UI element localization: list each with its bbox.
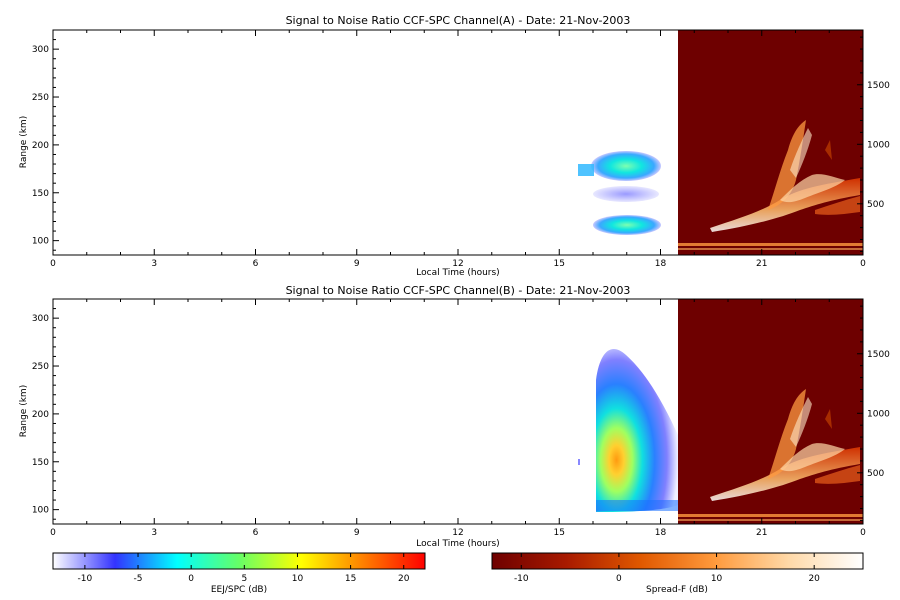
colorbar-eej-tick-label: 10 [292, 574, 304, 584]
panel-a-spread-f-plume [710, 120, 860, 232]
panel-a-ytick-label: 250 [32, 93, 49, 103]
panel-b-y2tick-label: 500 [867, 469, 884, 479]
panel-a-xtick-label: 18 [655, 259, 667, 269]
panel-b-ylabel: Range (km) [19, 385, 29, 437]
panel-a-ytick-label: 150 [32, 189, 49, 199]
colorbar-spread-f-tick-label: 10 [711, 574, 723, 584]
panel-a-xtick-label: 21 [756, 259, 767, 269]
panel-a-echo-middle [593, 186, 659, 202]
panel-a-echo-upper [591, 151, 661, 181]
colorbar-spread-f-tick-label: 20 [808, 574, 820, 584]
colorbar-eej-tick-label: 20 [398, 574, 410, 584]
colorbar-eej-label: EEJ/SPC (dB) [211, 585, 267, 595]
panel-a-spread-f-low-layer-2 [678, 248, 863, 250]
colorbar-eej-bar [52, 552, 426, 570]
panel-a-y2tick-label: 1000 [867, 140, 890, 150]
panel-b-xtick-label: 18 [655, 528, 667, 538]
panel-a-ylabel: Range (km) [19, 116, 29, 168]
panel-b-xtick-label: 6 [253, 528, 259, 538]
panel-a-y2tick-label: 1500 [867, 81, 890, 91]
panel-b-echo-base [596, 500, 678, 511]
panel-b-title: Signal to Noise Ratio CCF-SPC Channel(B)… [286, 284, 631, 297]
panel-a-xtick-label: 0 [50, 259, 56, 269]
panel-b-ytick-label: 150 [32, 458, 49, 468]
panel-a-spread-f-low-layer [678, 243, 863, 246]
panel-a-xtick-label: 3 [151, 259, 157, 269]
colorbar-spread-f-bar [491, 552, 864, 570]
panel-a-ytick-label: 100 [32, 237, 49, 247]
panel-b-xtick-label: 0 [860, 528, 866, 538]
panel-b-xtick-label: 12 [452, 528, 463, 538]
panel-b-ytick-label: 250 [32, 362, 49, 372]
panel-a-spread-f-background [678, 30, 863, 255]
colorbar-eej-ticks: -10 -5 0 5 10 15 20 [78, 553, 410, 584]
panel-a-ytick-label: 300 [32, 45, 49, 55]
panel-a-axes: 0 3 6 9 12 15 18 21 0 100 150 200 250 300 500 1000 1500 [32, 29, 890, 269]
panel-a-ytick-label: 200 [32, 141, 49, 151]
colorbar-spread-f: -10 0 10 20 Spread-F (dB) [491, 552, 864, 595]
colorbar-spread-f-tick-label: 0 [616, 574, 622, 584]
panel-b-spread-f-plume [710, 389, 860, 501]
colorbar-spread-f-label: Spread-F (dB) [646, 585, 708, 595]
panel-b-xtick-label: 21 [756, 528, 767, 538]
colorbar-eej-tick-label: -5 [134, 574, 143, 584]
colorbar-eej-tick-label: 0 [188, 574, 194, 584]
panel-a: Signal to Noise Ratio CCF-SPC Channel(A)… [19, 14, 890, 278]
panel-b-ytick-label: 200 [32, 410, 49, 420]
panel-b: Signal to Noise Ratio CCF-SPC Channel(B)… [19, 284, 890, 549]
colorbar-eej-tick-label: 5 [241, 574, 247, 584]
panel-a-xtick-label: 12 [452, 259, 463, 269]
panel-a-spread-f [678, 30, 863, 255]
panel-b-xtick-label: 0 [50, 528, 56, 538]
panel-b-xlabel: Local Time (hours) [416, 539, 499, 549]
panel-b-axes: 0 3 6 9 12 15 18 21 0 100 150 200 250 300 500 1000 1500 [32, 298, 890, 538]
colorbar-eej: -10 -5 0 5 10 15 20 EEJ/SPC (dB) [52, 552, 426, 595]
panel-b-y2tick-label: 1500 [867, 350, 890, 360]
panel-b-spread-f-low-layer [678, 514, 863, 517]
panel-a-xtick-label: 6 [253, 259, 259, 269]
panel-b-ytick-label: 300 [32, 314, 49, 324]
colorbar-spread-f-ticks: -10 0 10 20 [514, 553, 820, 584]
panel-a-xtick-label: 9 [354, 259, 360, 269]
panel-b-xtick-label: 9 [354, 528, 360, 538]
panel-a-xtick-label: 0 [860, 259, 866, 269]
panel-b-xtick-label: 3 [151, 528, 157, 538]
panel-a-xlabel: Local Time (hours) [416, 268, 499, 278]
panel-b-xtick-label: 15 [554, 528, 565, 538]
panel-a-echo-lower [593, 215, 661, 235]
colorbar-eej-tick-label: 15 [345, 574, 356, 584]
colorbar-spread-f-tick-label: -10 [514, 574, 529, 584]
panel-a-title: Signal to Noise Ratio CCF-SPC Channel(A)… [286, 14, 631, 27]
panel-b-echo-speck [578, 459, 580, 465]
panel-b-spread-f-background [678, 299, 863, 524]
panel-b-y2tick-label: 1000 [867, 409, 890, 419]
panel-a-echo-tongue [578, 164, 594, 176]
colorbar-eej-tick-label: -10 [78, 574, 93, 584]
panel-a-y2tick-label: 500 [867, 200, 884, 210]
panel-b-echoes [578, 348, 678, 512]
panel-b-spread-f-low-layer-2 [678, 519, 863, 521]
panel-b-ytick-label: 100 [32, 506, 49, 516]
panel-a-echoes [578, 151, 661, 235]
panel-a-xtick-label: 15 [554, 259, 565, 269]
panel-b-spread-f [678, 299, 863, 524]
panel-b-echo-plume [596, 348, 678, 512]
